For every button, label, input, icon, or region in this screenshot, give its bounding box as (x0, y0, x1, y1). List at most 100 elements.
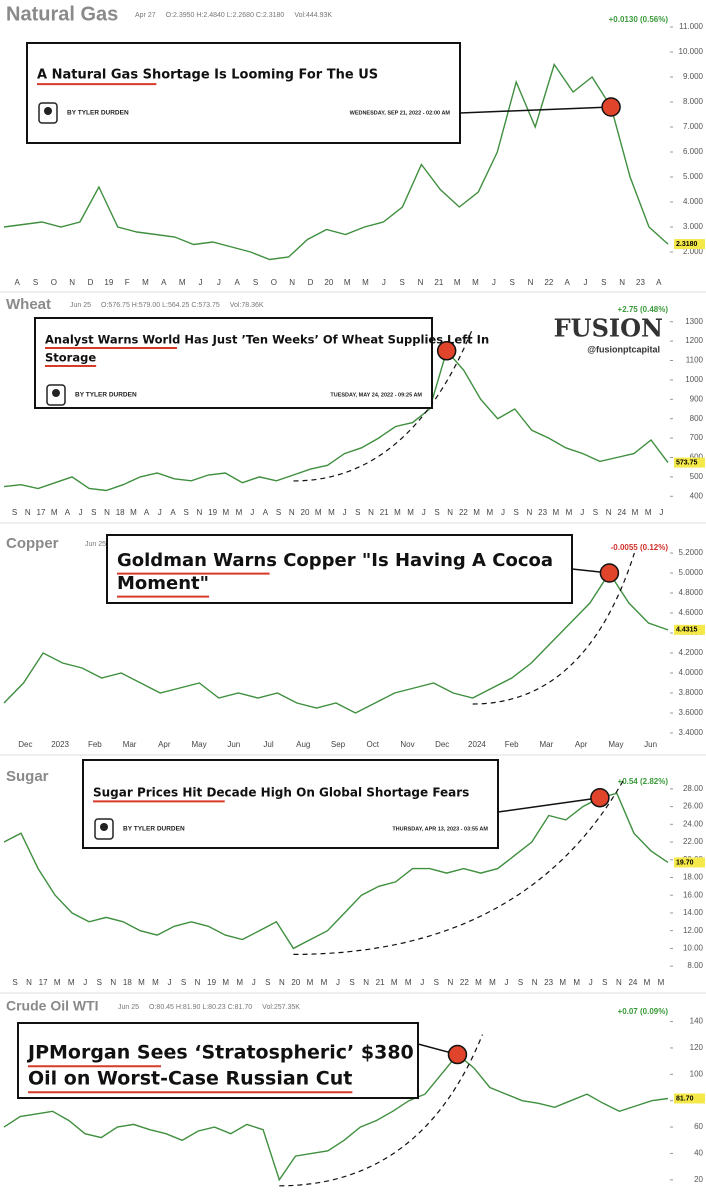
x-tick-label: S (12, 978, 17, 987)
x-tick-label: A (170, 508, 176, 517)
x-tick-label: 17 (37, 508, 46, 517)
x-tick-label: 22 (460, 978, 469, 987)
brand: FUSION (554, 314, 663, 343)
x-tick-label: M (236, 508, 243, 517)
x-tick-label: 18 (116, 508, 125, 517)
x-tick-label: M (632, 508, 639, 517)
trend-curve (293, 330, 473, 482)
last-price-badge (674, 457, 705, 468)
y-tick-label: 1000 (685, 375, 703, 384)
trend-curve (293, 777, 626, 956)
x-tick-label: J (659, 508, 663, 517)
x-tick-label: J (501, 508, 505, 517)
x-tick-label: A (14, 278, 20, 287)
y-tick-label: 9.000 (683, 72, 704, 81)
byline: BY TYLER DURDEN (75, 392, 137, 399)
x-tick-label: M (344, 278, 351, 287)
meta-date: Apr 27 (135, 12, 156, 19)
price-change: +0.0130 (0.56%) (609, 15, 669, 24)
dateline: THURSDAY, APR 13, 2023 - 03:55 AM (392, 826, 488, 832)
x-tick-label: J (382, 278, 386, 287)
y-tick-label: 18.00 (683, 873, 704, 882)
x-tick-label: M (321, 978, 328, 987)
y-tick-label: 12.00 (683, 926, 704, 935)
y-tick-label: 8.00 (687, 961, 703, 970)
last-price-badge (674, 239, 705, 250)
x-tick-label: S (601, 278, 606, 287)
y-tick-label: 3.6000 (679, 708, 704, 717)
x-tick-label: J (336, 978, 340, 987)
price-change: +0.54 (2.82%) (618, 777, 669, 786)
y-tick-label: 60 (694, 1122, 703, 1131)
x-tick-label: M (315, 508, 322, 517)
x-tick-label: S (399, 278, 404, 287)
y-tick-label: 11.000 (679, 22, 703, 31)
byline: BY TYLER DURDEN (67, 110, 129, 117)
x-tick-label: J (252, 978, 256, 987)
x-tick-label: M (645, 508, 652, 517)
last-price-label: 2.3180 (676, 241, 698, 248)
x-tick-label: N (25, 508, 31, 517)
x-tick-label: Mar (123, 740, 137, 749)
x-tick-label: A (161, 278, 167, 287)
x-tick-label: N (606, 508, 612, 517)
headline: JPMorgan Sees ‘Stratospheric’ $380 (26, 1042, 414, 1064)
x-tick-label: Dec (18, 740, 32, 749)
x-tick-label: M (473, 508, 480, 517)
chart-title: Wheat (6, 296, 51, 313)
y-tick-label: 22.00 (683, 837, 704, 846)
highlight-dot (590, 787, 610, 808)
x-tick-label: S (12, 508, 17, 517)
y-tick-label: 7.000 (683, 122, 704, 131)
dateline: WEDNESDAY, SEP 21, 2022 - 02:00 AM (350, 110, 451, 116)
headline-box (106, 534, 573, 604)
x-tick-label: J (505, 978, 509, 987)
dateline: TUESDAY, MAY 24, 2022 - 09:25 AM (330, 392, 422, 398)
y-tick-label: 800 (690, 414, 704, 423)
x-tick-label: N (527, 508, 533, 517)
x-tick-label: M (552, 508, 559, 517)
x-tick-label: A (234, 278, 240, 287)
y-tick-label: 26.00 (683, 802, 704, 811)
x-tick-label: May (608, 740, 623, 749)
x-tick-label: M (68, 978, 75, 987)
author-avatar-head (100, 823, 108, 831)
y-tick-label: 5.000 (683, 172, 704, 181)
x-tick-label: M (391, 978, 398, 987)
price-line (3, 571, 669, 714)
x-tick-label: M (138, 978, 145, 987)
last-price-badge (674, 624, 705, 635)
x-tick-label: Nov (400, 740, 414, 749)
y-tick-label: 4.8000 (679, 588, 704, 597)
x-tick-label: M (644, 978, 651, 987)
x-tick-label: N (368, 508, 374, 517)
x-tick-label: M (486, 508, 493, 517)
y-tick-label: 3.8000 (679, 688, 704, 697)
x-tick-label: 2023 (51, 740, 69, 749)
x-tick-label: N (289, 508, 295, 517)
highlight-dot (436, 341, 457, 361)
x-tick-label: S (434, 978, 439, 987)
x-tick-label: M (573, 978, 580, 987)
y-tick-label: 1300 (685, 317, 703, 326)
x-tick-label: N (69, 278, 75, 287)
x-tick-label: 23 (544, 978, 553, 987)
x-tick-label: J (343, 508, 347, 517)
x-tick-label: S (602, 978, 607, 987)
y-tick-label: 700 (690, 433, 704, 442)
x-tick-label: Dec (435, 740, 449, 749)
x-tick-label: S (434, 508, 439, 517)
byline: BY TYLER DURDEN (123, 826, 185, 833)
y-tick-label: 1100 (686, 356, 704, 365)
x-tick-label: S (593, 508, 598, 517)
y-tick-label: 28.00 (683, 784, 704, 793)
y-tick-label: 14.00 (683, 908, 704, 917)
x-tick-label: J (492, 278, 496, 287)
x-tick-label: Jul (263, 740, 273, 749)
headline: Analyst Warns World Has Just ’Ten Weeks’… (45, 333, 489, 347)
x-tick-label: M (51, 508, 58, 517)
x-tick-label: D (308, 278, 314, 287)
brand-handle: @fusionptcapital (587, 344, 660, 354)
x-tick-label: S (181, 978, 186, 987)
